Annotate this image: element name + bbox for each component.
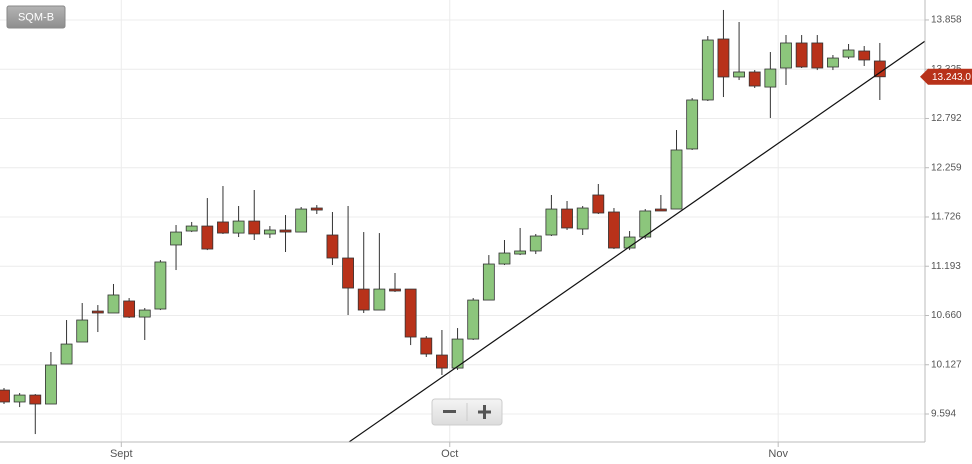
candle-body [29, 394, 42, 405]
candle-body [45, 364, 57, 405]
candle-body [185, 225, 198, 232]
candle-body [670, 149, 683, 210]
candle-body [201, 225, 214, 250]
candle-body [561, 208, 573, 229]
candle-body [279, 229, 292, 233]
candle-body [780, 42, 792, 69]
candle-body [76, 319, 89, 343]
candle-body [138, 309, 151, 318]
candle-body [60, 343, 73, 365]
candle-body [498, 252, 511, 265]
candle-body [701, 39, 714, 101]
y-tick-label: 13.858 [931, 15, 962, 26]
candle-body [342, 257, 354, 289]
y-tick-label: 11.193 [931, 261, 961, 272]
candle-body [326, 234, 339, 259]
candle-body [0, 389, 10, 403]
candle-body [576, 207, 589, 230]
candle-body [107, 294, 120, 314]
y-tick-label: 11.726 [931, 212, 961, 223]
x-tick-label: Sept [110, 448, 133, 460]
candle-body [795, 42, 808, 68]
y-tick-label: 12.259 [931, 162, 962, 173]
y-tick-label: 9.594 [931, 409, 956, 420]
candle-body [404, 288, 417, 338]
candle-body [13, 394, 26, 403]
candle-body [592, 194, 605, 214]
candle-body [420, 337, 433, 355]
chart-title[interactable]: SQM-B [18, 11, 54, 23]
y-tick-label: 10.127 [931, 359, 962, 370]
last-price-label: 13.243,0 [932, 72, 971, 83]
candle-body [811, 42, 824, 69]
candle-body [764, 68, 777, 88]
candle-body [232, 220, 245, 234]
candle-body [482, 263, 495, 301]
candle-body [373, 288, 386, 311]
candle-body [873, 60, 886, 78]
last-price-tag [920, 68, 972, 85]
zoom-controls [431, 398, 503, 426]
candle-body [217, 221, 229, 234]
plot-area [0, 9, 925, 442]
y-tick-label: 12.792 [931, 113, 962, 124]
trend-line [348, 40, 925, 442]
candle-body [357, 288, 370, 311]
candle-body [295, 208, 308, 233]
last-price: 13.243,0 [920, 68, 972, 85]
candle-body [842, 49, 855, 58]
candle-body [467, 299, 480, 340]
candle-body [529, 235, 542, 252]
candle-body [639, 210, 652, 238]
candle-body [389, 288, 401, 292]
candle-body [451, 338, 464, 369]
symbol-button-box[interactable] [6, 5, 66, 29]
candle-body [858, 50, 871, 61]
candle-body [733, 71, 745, 78]
candle-body [514, 250, 527, 255]
candle-body [686, 99, 699, 150]
candle-body [654, 208, 667, 212]
zoom-in-button[interactable] [478, 405, 491, 419]
candle-body [248, 220, 261, 235]
candle-body [545, 208, 558, 236]
candle-body [154, 261, 167, 310]
candle-body [170, 231, 182, 246]
candle-body [748, 71, 761, 87]
candle-body [436, 354, 448, 369]
x-tick-label: Nov [768, 448, 788, 460]
x-tick-label: Oct [441, 448, 458, 460]
candle-body [123, 300, 136, 318]
candle-body [91, 310, 104, 314]
candle-body [717, 38, 730, 78]
candle-body [310, 207, 323, 211]
candle-body [608, 211, 620, 249]
y-tick-label: 10.660 [931, 310, 962, 321]
symbol-button[interactable]: SQM-B [6, 5, 66, 29]
candle-body [827, 57, 839, 68]
zoom-out-button[interactable] [443, 410, 456, 413]
candle-body [263, 229, 276, 235]
